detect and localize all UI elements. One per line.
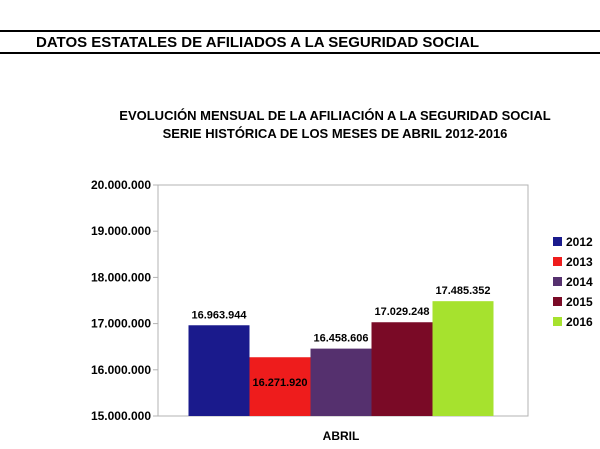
legend-label-2014: 2014 bbox=[566, 275, 593, 289]
y-tick-label: 18.000.000 bbox=[91, 270, 151, 284]
bar-2015 bbox=[371, 322, 433, 416]
y-tick-label: 19.000.000 bbox=[91, 224, 151, 238]
bar-2016 bbox=[432, 301, 494, 416]
y-tick-label: 17.000.000 bbox=[91, 317, 151, 331]
legend-label-2016: 2016 bbox=[566, 315, 593, 329]
y-tick-label: 15.000.000 bbox=[91, 409, 151, 423]
legend-swatch-2012 bbox=[553, 237, 562, 246]
page-header-title: DATOS ESTATALES DE AFILIADOS A LA SEGURI… bbox=[36, 34, 480, 51]
legend-label-2015: 2015 bbox=[566, 295, 593, 309]
bar-2014 bbox=[310, 348, 372, 416]
data-label-2013: 16.271.920 bbox=[252, 377, 307, 389]
legend-swatch-2014 bbox=[553, 277, 562, 286]
data-label-2014: 16.458.606 bbox=[313, 333, 368, 345]
chart-title: EVOLUCIÓN MENSUAL DE LA AFILIACIÓN A LA … bbox=[119, 108, 551, 123]
x-tick-label: ABRIL bbox=[323, 429, 360, 443]
data-label-2016: 17.485.352 bbox=[435, 285, 490, 297]
legend-label-2012: 2012 bbox=[566, 235, 593, 249]
legend-swatch-2016 bbox=[553, 317, 562, 326]
chart-subtitle: SERIE HISTÓRICA DE LOS MESES DE ABRIL 20… bbox=[162, 126, 508, 141]
bar-2012 bbox=[188, 325, 250, 416]
header-bar: DATOS ESTATALES DE AFILIADOS A LA SEGURI… bbox=[0, 30, 600, 54]
legend-swatch-2015 bbox=[553, 297, 562, 306]
y-tick-label: 20.000.000 bbox=[91, 178, 151, 192]
y-tick-label: 16.000.000 bbox=[91, 363, 151, 377]
legend-swatch-2013 bbox=[553, 257, 562, 266]
legend-label-2013: 2013 bbox=[566, 255, 593, 269]
bar-2013 bbox=[249, 357, 311, 416]
data-label-2015: 17.029.248 bbox=[374, 306, 429, 318]
data-label-2012: 16.963.944 bbox=[191, 309, 247, 321]
